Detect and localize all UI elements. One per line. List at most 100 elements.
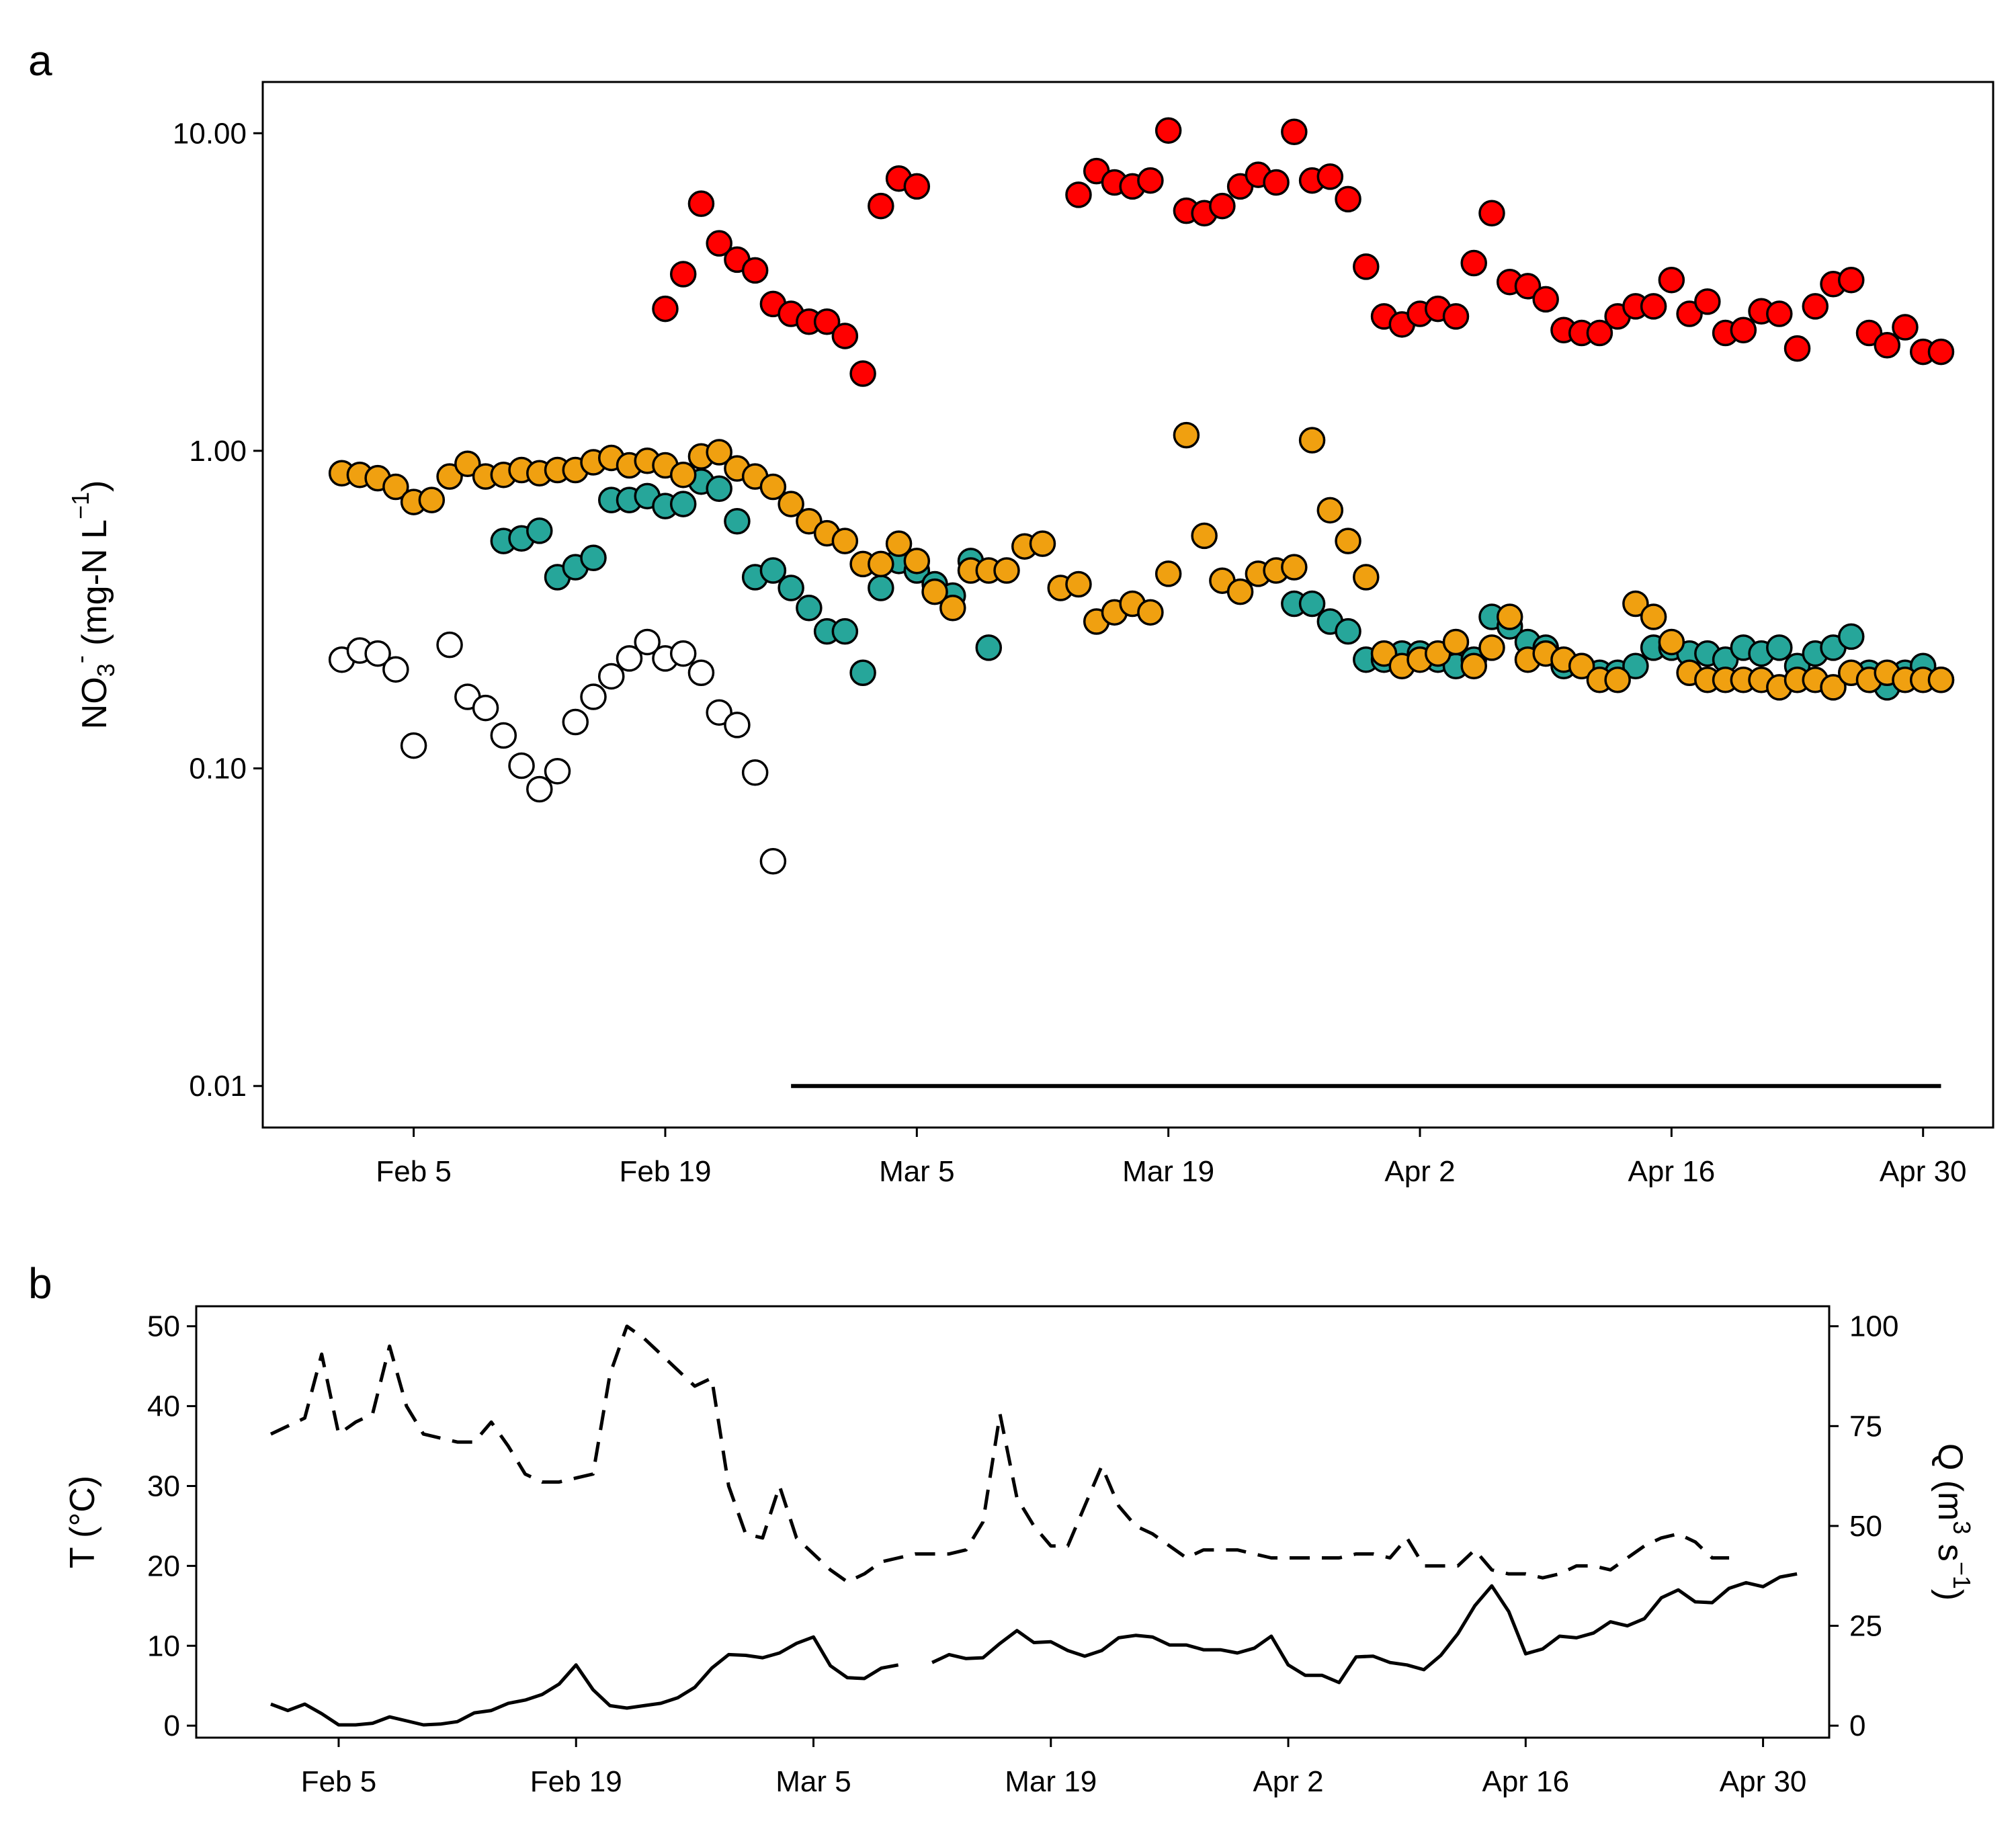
panel-a-point xyxy=(580,544,607,572)
panel-b-left-y-ticks: 0 10 20 30 40 50 xyxy=(147,1310,196,1742)
panel-a-point xyxy=(1730,316,1757,343)
panel-a-y-tick-label: 10.00 xyxy=(173,117,247,150)
panel-b-plot-frame xyxy=(195,1305,1831,1739)
panel-a-point xyxy=(418,486,446,513)
panel-b-right-y-tick-label: 50 xyxy=(1849,1510,1882,1543)
panel-a-x-tick-label: Apr 16 xyxy=(1628,1155,1716,1188)
panel-a-point xyxy=(508,752,535,779)
panel-a-point xyxy=(1316,163,1344,190)
panel-b-x-tick-label: Apr 2 xyxy=(1253,1765,1323,1798)
panel-a-point xyxy=(1622,590,1649,618)
panel-a-point xyxy=(1154,117,1182,144)
panel-a-series-2 xyxy=(328,421,1955,701)
panel-a-x-tick-label: Apr 2 xyxy=(1384,1155,1455,1188)
panel-a-x-tick-label: Feb 19 xyxy=(619,1155,711,1188)
panel-b-left-y-tick-label: 30 xyxy=(147,1470,180,1503)
panel-b-x-tick-label: Feb 19 xyxy=(530,1765,622,1798)
panel-a-point xyxy=(669,461,697,489)
panel-a-point xyxy=(706,699,732,726)
panel-a-point xyxy=(939,595,966,622)
panel-a-point xyxy=(1226,578,1254,605)
panel-a-point xyxy=(1802,293,1829,320)
panel-a-point xyxy=(1209,192,1236,220)
panel-b-x-tick-label: Apr 30 xyxy=(1720,1765,1807,1798)
panel-a-point xyxy=(1694,288,1721,315)
panel-a-point xyxy=(706,475,732,502)
panel-a-point xyxy=(1676,300,1703,327)
panel-a-point xyxy=(669,640,697,667)
panel-a-point xyxy=(1874,332,1900,359)
panel-b-label: b xyxy=(28,1259,52,1308)
panel-a-point xyxy=(741,257,769,284)
panel-a-point xyxy=(364,640,391,667)
panel-a-point xyxy=(580,683,607,710)
panel-a-point xyxy=(436,631,463,659)
panel-a-point xyxy=(1496,603,1523,630)
panel-a-point xyxy=(1335,527,1361,554)
panel-b-temperature-line xyxy=(270,1635,899,1727)
panel-a-point xyxy=(1065,181,1092,208)
panel-a-point xyxy=(1335,185,1361,213)
panel-a-point xyxy=(903,548,931,575)
panel-a-y-tick-label: 0.01 xyxy=(189,1070,247,1103)
panel-a-point xyxy=(1532,286,1559,313)
panel-a-point xyxy=(759,557,787,584)
panel-b: b 0 10 20 30 40 50 0 25 50 75 100 Feb 5 Feb 19 Mar … xyxy=(28,1259,1976,1798)
panel-b-left-y-axis-title: T (°C) xyxy=(63,1476,102,1568)
panel-a-x-tick-label: Apr 30 xyxy=(1880,1155,1967,1188)
panel-b-x-ticks: Feb 5 Feb 19 Mar 5 Mar 19 Apr 2 Apr 16 Apr 30 xyxy=(301,1738,1807,1798)
panel-a-point xyxy=(526,517,553,544)
panel-a-point xyxy=(868,550,894,578)
panel-a: a 0.01 0.10 1.00 10.00 Feb 5 Feb 19 Mar 5 Mar … xyxy=(28,36,1994,1188)
panel-a-point xyxy=(1353,564,1380,591)
panel-a-point xyxy=(1460,249,1487,277)
panel-a-point xyxy=(849,659,876,687)
panel-a-data-points xyxy=(328,117,1955,1089)
panel-a-point xyxy=(1478,200,1505,227)
panel-a-point xyxy=(1568,652,1595,680)
panel-a-point xyxy=(724,712,751,738)
panel-a-point xyxy=(436,463,463,490)
panel-a-point xyxy=(687,659,715,687)
panel-a-point xyxy=(400,732,427,759)
panel-a-point xyxy=(1442,303,1470,330)
panel-a-point xyxy=(1766,634,1793,661)
panel-a-point xyxy=(759,473,787,501)
panel-a-x-tick-label: Feb 5 xyxy=(376,1155,452,1188)
panel-a-point xyxy=(382,473,409,501)
panel-b-left-y-tick-label: 20 xyxy=(147,1550,180,1582)
panel-a-point xyxy=(706,230,732,257)
panel-b-right-y-tick-label: 100 xyxy=(1849,1310,1898,1343)
panel-a-point xyxy=(1281,118,1308,145)
panel-b-left-y-tick-label: 10 xyxy=(147,1629,180,1662)
panel-b-x-tick-label: Mar 5 xyxy=(775,1765,851,1798)
panel-a-point xyxy=(597,663,625,690)
panel-a-point xyxy=(1640,603,1667,630)
panel-a-point xyxy=(634,628,661,656)
panel-b-right-y-tick-label: 0 xyxy=(1849,1709,1865,1742)
panel-a-point xyxy=(778,575,804,601)
panel-a-point xyxy=(1658,628,1685,656)
panel-a-point xyxy=(1137,599,1164,626)
panel-b-x-tick-label: Feb 5 xyxy=(301,1765,377,1798)
panel-a-point xyxy=(1927,338,1955,366)
panel-a-point xyxy=(1622,652,1649,680)
panel-b-left-y-tick-label: 40 xyxy=(147,1390,180,1423)
panel-a-point xyxy=(562,708,589,736)
panel-a-point xyxy=(454,450,481,478)
panel-a-point xyxy=(903,173,931,200)
panel-a-point xyxy=(1281,554,1308,581)
panel-a-point xyxy=(1604,667,1631,693)
panel-a-label: a xyxy=(28,36,52,85)
panel-a-point xyxy=(490,722,517,749)
panel-a-point xyxy=(1892,314,1919,341)
panel-a-y-ticks: 0.01 0.10 1.00 10.00 xyxy=(173,117,263,1103)
panel-b-right-y-tick-label: 25 xyxy=(1849,1610,1882,1643)
panel-a-point xyxy=(1783,335,1811,362)
panel-a-point xyxy=(1640,293,1667,320)
panel-a-point xyxy=(1191,522,1218,550)
panel-a-x-ticks: Feb 5 Feb 19 Mar 5 Mar 19 Apr 2 Apr 16 Apr 30 xyxy=(376,1128,1967,1188)
panel-a-point xyxy=(759,848,787,875)
panel-a-point xyxy=(1460,652,1487,680)
panel-a-point xyxy=(1335,618,1361,645)
